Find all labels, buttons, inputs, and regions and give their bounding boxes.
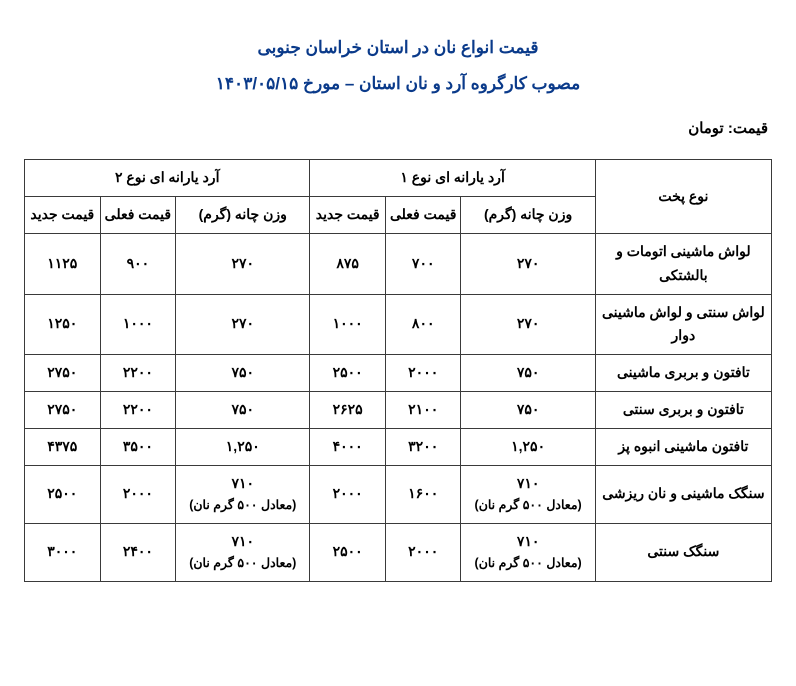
- cell-g1-current: ۳۲۰۰: [385, 428, 461, 465]
- cell-g1-new: ۲۰۰۰: [310, 465, 386, 523]
- price-unit-label: قیمت: تومان: [28, 119, 768, 137]
- cell-g2-current: ۲۴۰۰: [100, 523, 176, 581]
- document-page: قیمت انواع نان در استان خراسان جنوبی مصو…: [0, 0, 796, 602]
- cell-g1-weight: ۷۱۰(معادل ۵۰۰ گرم نان): [461, 523, 595, 581]
- cell-g1-current: ۲۰۰۰: [385, 355, 461, 392]
- title-line-1: قیمت انواع نان در استان خراسان جنوبی: [24, 30, 772, 66]
- cell-g1-weight: ۷۵۰: [461, 391, 595, 428]
- cell-g1-current: ۷۰۰: [385, 233, 461, 294]
- cell-g1-new: ۲۶۲۵: [310, 391, 386, 428]
- table-header-row-1: نوع پخت آرد یارانه ای نوع ۱ آرد یارانه ا…: [25, 160, 772, 197]
- table-row: لواش سنتی و لواش ماشینی دوار۲۷۰۸۰۰۱۰۰۰۲۷…: [25, 294, 772, 355]
- cell-g1-new: ۱۰۰۰: [310, 294, 386, 355]
- cell-bread-type: سنگک سنتی: [595, 523, 771, 581]
- cell-g1-weight: ۷۱۰(معادل ۵۰۰ گرم نان): [461, 465, 595, 523]
- cell-g1-new: ۴۰۰۰: [310, 428, 386, 465]
- col-group-type1: آرد یارانه ای نوع ۱: [310, 160, 595, 197]
- cell-g2-current: ۲۲۰۰: [100, 355, 176, 392]
- cell-g1-current: ۸۰۰: [385, 294, 461, 355]
- col-current-2: قیمت فعلی: [100, 197, 176, 234]
- col-group-type2: آرد یارانه ای نوع ۲: [25, 160, 310, 197]
- cell-g2-weight: ۱,۲۵۰: [176, 428, 310, 465]
- cell-bread-type: تافتون ماشینی انبوه پز: [595, 428, 771, 465]
- cell-g1-current: ۲۱۰۰: [385, 391, 461, 428]
- weight-equiv-note: (معادل ۵۰۰ گرم نان): [180, 495, 305, 516]
- cell-g2-new: ۲۷۵۰: [25, 355, 101, 392]
- cell-g2-weight: ۷۱۰(معادل ۵۰۰ گرم نان): [176, 465, 310, 523]
- bread-price-table: نوع پخت آرد یارانه ای نوع ۱ آرد یارانه ا…: [24, 159, 772, 581]
- cell-g1-new: ۲۵۰۰: [310, 355, 386, 392]
- title-line-2: مصوب کارگروه آرد و نان استان – مورخ ۱۴۰۳…: [24, 66, 772, 102]
- col-weight-2: وزن چانه (گرم): [176, 197, 310, 234]
- cell-bread-type: لواش ماشینی اتومات و بالشتکی: [595, 233, 771, 294]
- cell-g1-weight: ۷۵۰: [461, 355, 595, 392]
- cell-g1-current: ۲۰۰۰: [385, 523, 461, 581]
- cell-bread-type: لواش سنتی و لواش ماشینی دوار: [595, 294, 771, 355]
- col-bread-type: نوع پخت: [595, 160, 771, 234]
- cell-bread-type: سنگک ماشینی و نان ریزشی: [595, 465, 771, 523]
- table-row: سنگک ماشینی و نان ریزشی۷۱۰(معادل ۵۰۰ گرم…: [25, 465, 772, 523]
- cell-g2-new: ۱۲۵۰: [25, 294, 101, 355]
- cell-g1-weight: ۲۷۰: [461, 233, 595, 294]
- weight-equiv-note: (معادل ۵۰۰ گرم نان): [465, 495, 590, 516]
- table-row: تافتون و بربری ماشینی۷۵۰۲۰۰۰۲۵۰۰۷۵۰۲۲۰۰۲…: [25, 355, 772, 392]
- table-row: تافتون و بربری سنتی۷۵۰۲۱۰۰۲۶۲۵۷۵۰۲۲۰۰۲۷۵…: [25, 391, 772, 428]
- cell-g2-weight: ۲۷۰: [176, 233, 310, 294]
- cell-bread-type: تافتون و بربری سنتی: [595, 391, 771, 428]
- title-block: قیمت انواع نان در استان خراسان جنوبی مصو…: [24, 30, 772, 101]
- cell-g1-new: ۲۵۰۰: [310, 523, 386, 581]
- cell-bread-type: تافتون و بربری ماشینی: [595, 355, 771, 392]
- cell-g2-new: ۱۱۲۵: [25, 233, 101, 294]
- table-row: تافتون ماشینی انبوه پز۱,۲۵۰۳۲۰۰۴۰۰۰۱,۲۵۰…: [25, 428, 772, 465]
- cell-g2-new: ۲۷۵۰: [25, 391, 101, 428]
- cell-g2-new: ۴۳۷۵: [25, 428, 101, 465]
- weight-equiv-note: (معادل ۵۰۰ گرم نان): [465, 553, 590, 574]
- cell-g2-weight: ۷۵۰: [176, 355, 310, 392]
- cell-g2-weight: ۲۷۰: [176, 294, 310, 355]
- table-row: سنگک سنتی۷۱۰(معادل ۵۰۰ گرم نان)۲۰۰۰۲۵۰۰۷…: [25, 523, 772, 581]
- table-body: لواش ماشینی اتومات و بالشتکی۲۷۰۷۰۰۸۷۵۲۷۰…: [25, 233, 772, 581]
- cell-g2-new: ۲۵۰۰: [25, 465, 101, 523]
- table-row: لواش ماشینی اتومات و بالشتکی۲۷۰۷۰۰۸۷۵۲۷۰…: [25, 233, 772, 294]
- cell-g2-weight: ۷۱۰(معادل ۵۰۰ گرم نان): [176, 523, 310, 581]
- cell-g2-current: ۳۵۰۰: [100, 428, 176, 465]
- cell-g2-current: ۲۰۰۰: [100, 465, 176, 523]
- weight-equiv-note: (معادل ۵۰۰ گرم نان): [180, 553, 305, 574]
- cell-g2-current: ۱۰۰۰: [100, 294, 176, 355]
- cell-g1-weight: ۱,۲۵۰: [461, 428, 595, 465]
- cell-g2-new: ۳۰۰۰: [25, 523, 101, 581]
- col-new-1: قیمت جدید: [310, 197, 386, 234]
- cell-g2-current: ۹۰۰: [100, 233, 176, 294]
- cell-g1-current: ۱۶۰۰: [385, 465, 461, 523]
- col-weight-1: وزن چانه (گرم): [461, 197, 595, 234]
- col-current-1: قیمت فعلی: [385, 197, 461, 234]
- cell-g2-weight: ۷۵۰: [176, 391, 310, 428]
- cell-g1-weight: ۲۷۰: [461, 294, 595, 355]
- cell-g2-current: ۲۲۰۰: [100, 391, 176, 428]
- col-new-2: قیمت جدید: [25, 197, 101, 234]
- cell-g1-new: ۸۷۵: [310, 233, 386, 294]
